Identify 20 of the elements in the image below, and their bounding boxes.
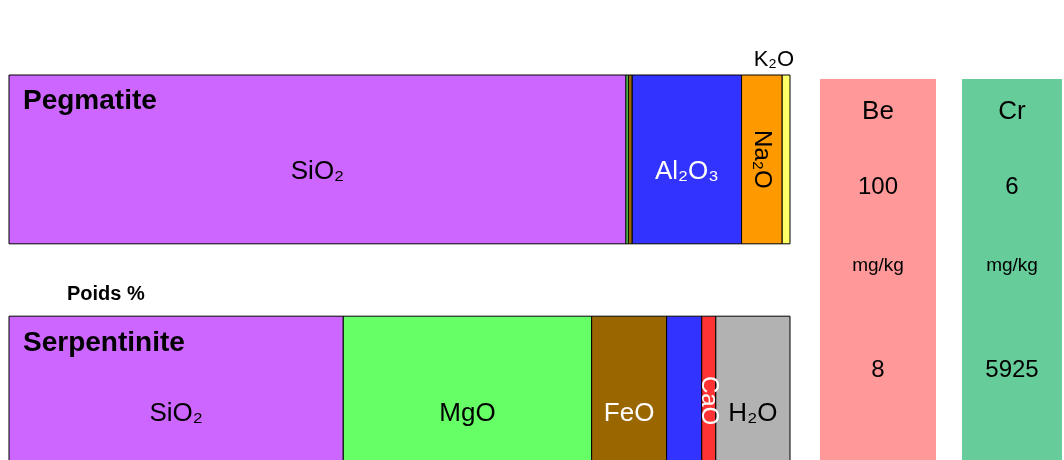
series-label: MgO: [439, 396, 496, 427]
y-tick-label: Pegmatite: [23, 84, 157, 116]
text: 100: [857, 172, 899, 199]
series-label: SiO₂: [290, 155, 345, 186]
series-label: K₂O: [753, 46, 794, 72]
text: 8: [871, 355, 885, 382]
series-label: Al₂O₃: [654, 155, 719, 186]
text: 5925: [985, 355, 1039, 382]
series-label: Na₂O: [749, 130, 777, 189]
text: Cr: [998, 95, 1027, 125]
annotation: Poids %: [67, 282, 146, 304]
series-label: H₂O: [728, 396, 778, 427]
text: mg/kg: [852, 254, 904, 275]
text: mg/kg: [986, 254, 1038, 275]
series-label: FeO: [603, 396, 655, 427]
text: SiO₂: [149, 396, 203, 427]
series-label: CaO: [696, 375, 724, 426]
text: 6: [1005, 172, 1019, 199]
text: Be: [862, 95, 894, 125]
y-tick-label: Serpentinite: [23, 325, 185, 357]
